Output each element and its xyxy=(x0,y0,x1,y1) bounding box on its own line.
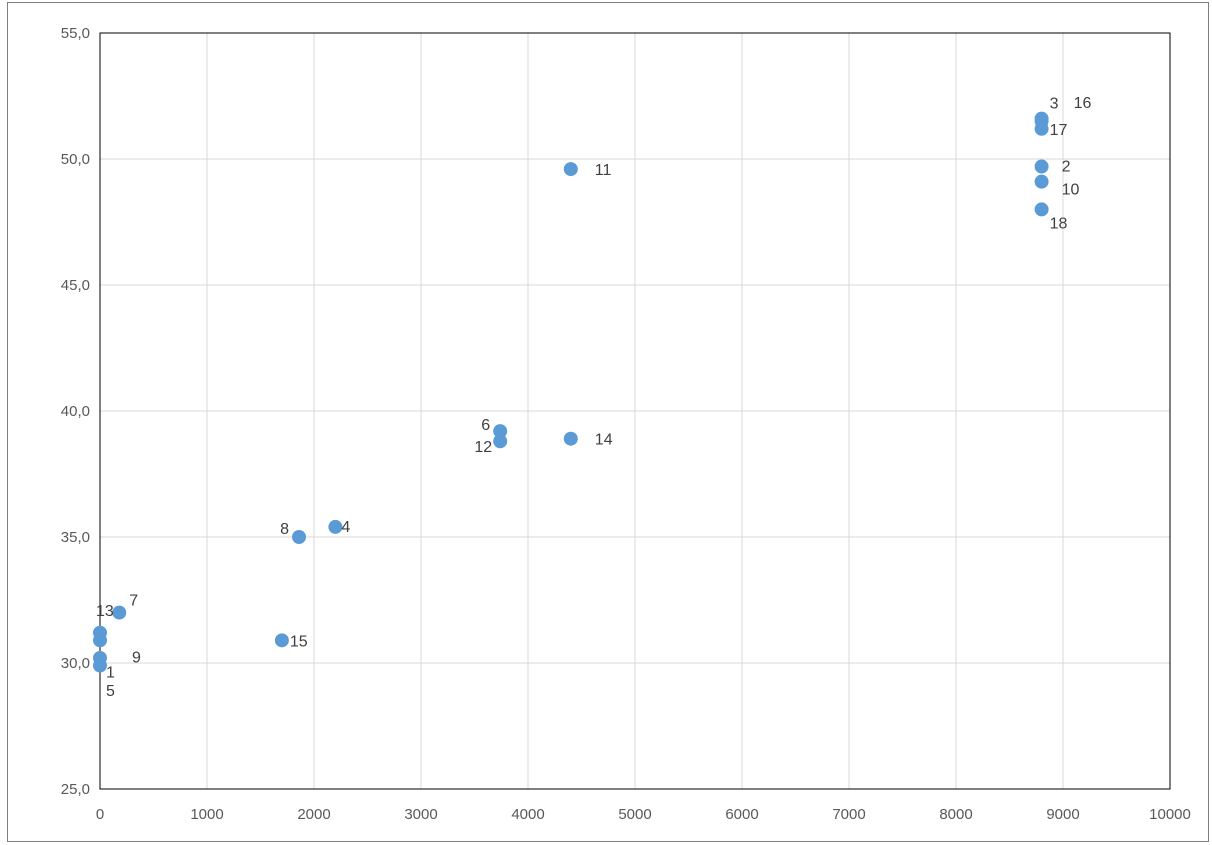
point-label-8: 8 xyxy=(280,521,289,538)
data-point-8 xyxy=(292,530,307,544)
data-point-5 xyxy=(93,650,107,665)
point-label-16: 16 xyxy=(1074,95,1092,112)
x-tick-label: 9000 xyxy=(1046,806,1079,823)
point-label-10: 10 xyxy=(1062,182,1080,199)
point-label-11: 11 xyxy=(595,162,612,179)
data-point-15 xyxy=(274,633,289,648)
scatter-chart: 0 1000 2000 3000 4000 5000 6000 7000 8000 9000 100… xyxy=(61,25,1191,823)
point-label-9: 9 xyxy=(132,649,141,666)
x-tick-label: 2000 xyxy=(297,806,330,823)
point-label-15: 15 xyxy=(290,633,308,650)
y-tick-label: 35,0 xyxy=(61,529,90,546)
x-tick-label: 6000 xyxy=(725,806,758,823)
data-point-2 xyxy=(1034,159,1049,174)
point-label-14: 14 xyxy=(595,432,613,449)
data-point-4 xyxy=(328,519,343,534)
point-label-13: 13 xyxy=(96,603,114,620)
point-label-17: 17 xyxy=(1050,122,1068,139)
y-tick-label: 45,0 xyxy=(61,277,90,294)
x-tick-label: 8000 xyxy=(939,806,972,823)
grid-lines xyxy=(100,33,1170,789)
x-tick-label: 5000 xyxy=(618,806,651,823)
point-label-5: 5 xyxy=(106,683,115,700)
data-point-11 xyxy=(563,162,578,177)
data-point-12 xyxy=(493,434,508,449)
point-label-18: 18 xyxy=(1050,215,1068,232)
y-tick-label: 40,0 xyxy=(61,403,90,420)
x-tick-label: 4000 xyxy=(511,806,544,823)
chart-frame: 0 1000 2000 3000 4000 5000 6000 7000 8000 9000 100… xyxy=(7,2,1209,842)
point-label-6: 6 xyxy=(481,417,490,434)
point-label-12: 12 xyxy=(474,439,492,456)
data-point-17 xyxy=(1034,121,1049,136)
data-point-7 xyxy=(112,605,127,620)
x-tick-label: 3000 xyxy=(404,806,437,823)
point-label-2: 2 xyxy=(1062,159,1071,176)
point-label-4: 4 xyxy=(341,519,350,536)
point-label-7: 7 xyxy=(129,593,138,610)
point-label-1: 1 xyxy=(106,665,115,682)
x-tick-label: 1000 xyxy=(190,806,223,823)
data-point-13 xyxy=(93,625,107,640)
data-point-18 xyxy=(1034,202,1049,217)
axes xyxy=(99,32,1171,790)
data-point-14 xyxy=(563,431,578,446)
y-tick-label: 25,0 xyxy=(61,781,90,798)
y-tick-label: 55,0 xyxy=(61,25,90,42)
x-tick-label: 10000 xyxy=(1149,806,1191,823)
x-tick-label: 7000 xyxy=(832,806,865,823)
tick-labels: 0 1000 2000 3000 4000 5000 6000 7000 8000 9000 100… xyxy=(61,25,1191,823)
data-point-6 xyxy=(493,424,508,439)
y-tick-label: 30,0 xyxy=(61,655,90,672)
plot-border xyxy=(99,32,1171,790)
y-tick-label: 50,0 xyxy=(61,151,90,168)
data-point-10 xyxy=(1034,174,1049,189)
point-label-3: 3 xyxy=(1050,96,1059,113)
x-tick-label: 0 xyxy=(96,806,104,823)
data-points xyxy=(93,111,1049,673)
